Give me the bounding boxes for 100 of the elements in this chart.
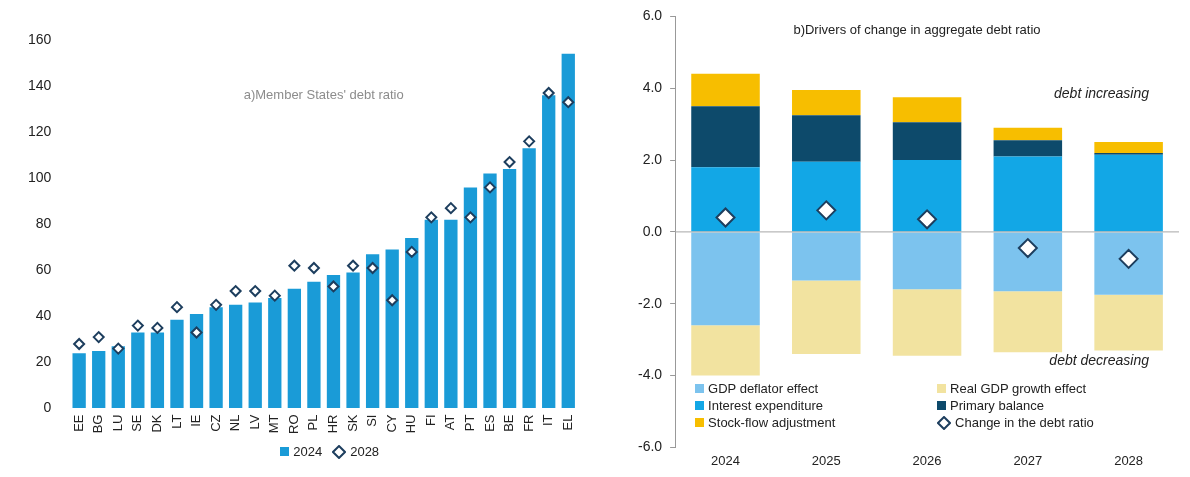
point bbox=[816, 200, 837, 221]
y-tick-label: 140 bbox=[28, 76, 52, 93]
x-tick-label: HU bbox=[403, 414, 419, 434]
point bbox=[92, 331, 105, 344]
bar bbox=[229, 304, 243, 408]
y-tick-label: 6.0 bbox=[642, 7, 663, 24]
point bbox=[190, 326, 203, 339]
bar bbox=[993, 127, 1063, 141]
bar bbox=[691, 325, 760, 376]
x-tick-label: IT bbox=[540, 414, 556, 427]
x-tick-label: LU bbox=[109, 414, 125, 432]
point bbox=[917, 209, 938, 230]
bar bbox=[691, 106, 760, 168]
bar bbox=[542, 95, 556, 408]
bar bbox=[892, 122, 962, 161]
bar bbox=[892, 97, 962, 123]
y-tick-label: -2.0 bbox=[638, 294, 663, 311]
bar bbox=[691, 73, 760, 107]
bar bbox=[561, 53, 575, 408]
point bbox=[484, 181, 497, 194]
point bbox=[307, 262, 320, 275]
x-tick-label: 2024 bbox=[711, 452, 740, 468]
point bbox=[444, 202, 457, 215]
point bbox=[73, 338, 86, 351]
bar bbox=[346, 272, 360, 408]
x-tick-label: 2027 bbox=[1013, 452, 1043, 468]
bar bbox=[892, 160, 962, 232]
bar bbox=[326, 274, 341, 408]
point bbox=[405, 245, 418, 258]
bar bbox=[792, 115, 861, 162]
x-tick-label: DK bbox=[148, 414, 164, 433]
bar bbox=[248, 302, 262, 408]
annotation: debt decreasing bbox=[1049, 352, 1150, 369]
legend-label: GDP deflator effect bbox=[708, 381, 819, 397]
x-tick-label: BG bbox=[90, 414, 106, 434]
x-tick-label: LV bbox=[246, 414, 262, 430]
bar bbox=[405, 238, 419, 408]
bar bbox=[111, 346, 125, 408]
bar bbox=[1094, 154, 1163, 232]
bar bbox=[691, 167, 760, 232]
bar bbox=[892, 289, 962, 356]
point bbox=[229, 285, 242, 298]
x-tick-label: NL bbox=[227, 414, 243, 432]
bar bbox=[792, 90, 861, 116]
point bbox=[249, 285, 262, 298]
bar bbox=[993, 156, 1063, 232]
bar bbox=[993, 291, 1063, 353]
legend-label: Real GDP growth effect bbox=[950, 381, 1087, 397]
bar bbox=[892, 232, 962, 290]
bar bbox=[463, 187, 478, 408]
bar bbox=[170, 319, 184, 408]
x-tick-label: 2028 bbox=[1114, 452, 1144, 468]
x-tick-label: MT bbox=[266, 414, 282, 434]
bar bbox=[1094, 232, 1163, 295]
bar bbox=[385, 249, 399, 408]
x-tick-label: ES bbox=[481, 414, 497, 432]
point bbox=[112, 342, 125, 355]
y-tick-label: -4.0 bbox=[638, 366, 663, 383]
point bbox=[327, 280, 340, 293]
x-tick-label: FI bbox=[422, 414, 438, 427]
point bbox=[268, 289, 281, 302]
bar bbox=[209, 307, 223, 408]
x-tick-label: EL bbox=[559, 414, 575, 431]
point bbox=[151, 321, 164, 334]
x-tick-label: FR bbox=[520, 414, 536, 432]
point bbox=[170, 301, 183, 314]
point bbox=[464, 211, 477, 224]
point bbox=[715, 207, 736, 228]
y-tick-label: 120 bbox=[28, 122, 52, 139]
x-tick-label: IE bbox=[188, 414, 204, 427]
x-tick-label: LT bbox=[168, 414, 184, 429]
bar bbox=[993, 232, 1063, 292]
bar bbox=[483, 173, 497, 408]
x-tick-label: HR bbox=[325, 414, 341, 434]
x-tick-label: SE bbox=[129, 414, 145, 432]
bar bbox=[268, 297, 282, 408]
point bbox=[386, 294, 399, 307]
legend-label: Change in the debt ratio bbox=[955, 415, 1094, 431]
bar bbox=[792, 161, 861, 232]
bar bbox=[92, 350, 106, 408]
x-tick-label: SI bbox=[364, 414, 380, 427]
point bbox=[210, 298, 223, 311]
y-tick-label: 80 bbox=[35, 215, 52, 232]
x-tick-label: RO bbox=[285, 414, 301, 434]
x-tick-label: EE bbox=[70, 414, 86, 432]
y-tick-label: 60 bbox=[35, 261, 52, 278]
point bbox=[503, 156, 516, 169]
point bbox=[366, 262, 379, 275]
bar bbox=[287, 288, 302, 408]
bar bbox=[993, 140, 1063, 157]
legend-label: Primary balance bbox=[950, 398, 1044, 414]
bar bbox=[691, 232, 760, 326]
point bbox=[347, 259, 360, 272]
x-tick-label: 2025 bbox=[811, 452, 841, 468]
bar bbox=[792, 232, 861, 281]
x-tick-label: PT bbox=[462, 414, 478, 432]
bar bbox=[502, 168, 517, 408]
x-tick-label: SK bbox=[344, 414, 360, 432]
x-tick-label: CY bbox=[383, 414, 399, 433]
x-tick-label: 2026 bbox=[912, 452, 942, 468]
